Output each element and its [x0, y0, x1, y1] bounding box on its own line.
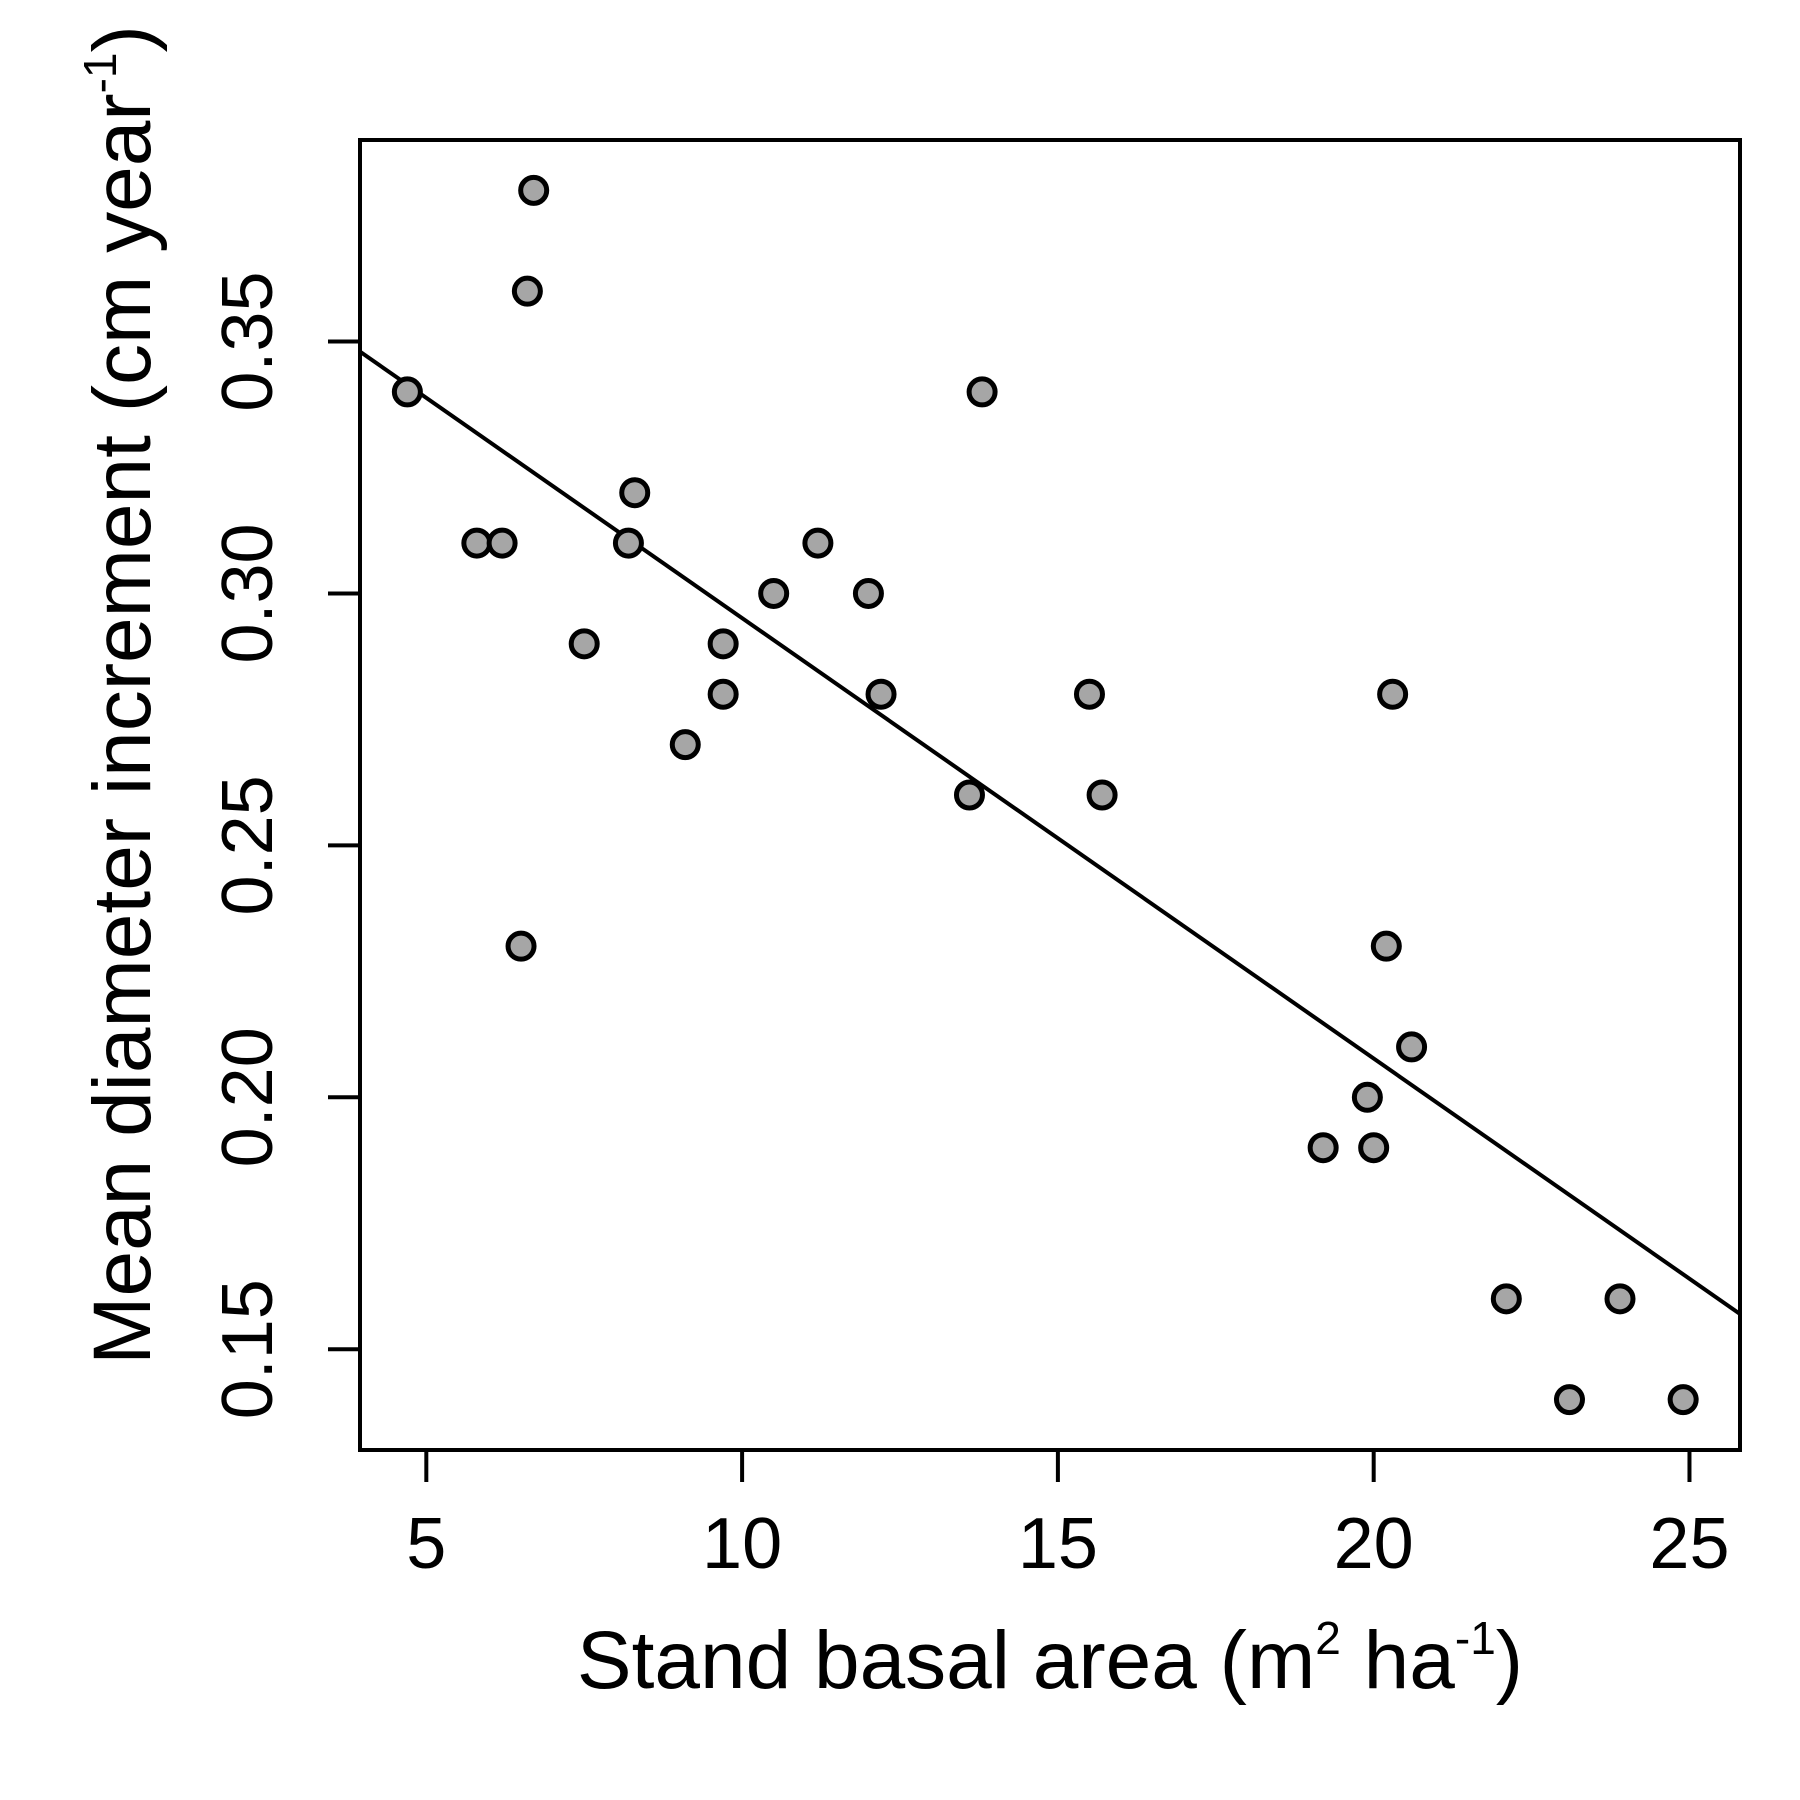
x-tick-label: 15 — [1018, 1504, 1098, 1584]
data-point — [1667, 1384, 1699, 1416]
y-axis-title: Mean diameter increment (cm year-1) — [74, 25, 168, 1365]
data-point — [1553, 1384, 1585, 1416]
data-point — [612, 527, 644, 559]
data-point — [852, 577, 884, 609]
data-point — [1351, 1081, 1383, 1113]
data-point — [1396, 1031, 1428, 1063]
y-tick-label: 0.20 — [208, 1027, 288, 1167]
y-tick-label: 0.35 — [208, 271, 288, 411]
x-axis-title: Stand basal area (m2 ha-1) — [577, 1612, 1523, 1706]
data-point — [1377, 678, 1409, 710]
data-point — [865, 678, 897, 710]
plot-area — [358, 174, 1742, 1416]
x-tick-label: 25 — [1649, 1504, 1729, 1584]
data-point — [1086, 779, 1118, 811]
data-point — [707, 678, 739, 710]
data-point — [1604, 1283, 1636, 1315]
axes: 5 10 15 20 25 0.15 0.20 0.25 0.30 0.35 — [208, 271, 1730, 1584]
data-point — [1358, 1132, 1390, 1164]
data-point — [1073, 678, 1105, 710]
data-point — [1370, 930, 1402, 962]
data-point — [391, 376, 423, 408]
data-point — [758, 577, 790, 609]
x-tick-label: 5 — [406, 1504, 446, 1584]
data-point — [486, 527, 518, 559]
data-point — [619, 477, 651, 509]
plot-frame — [358, 138, 1742, 1452]
x-tick-label: 20 — [1334, 1504, 1414, 1584]
data-point — [518, 174, 550, 206]
regression-line — [358, 349, 1742, 1316]
data-point — [511, 275, 543, 307]
x-tick-label: 10 — [702, 1504, 782, 1584]
data-point — [707, 628, 739, 660]
data-point — [953, 779, 985, 811]
data-point — [1307, 1132, 1339, 1164]
data-point — [669, 729, 701, 761]
y-tick-label: 0.15 — [208, 1279, 288, 1419]
data-point — [1490, 1283, 1522, 1315]
data-point — [802, 527, 834, 559]
data-point — [505, 930, 537, 962]
data-point — [568, 628, 600, 660]
y-tick-label: 0.30 — [208, 523, 288, 663]
data-point — [966, 376, 998, 408]
data-point — [461, 527, 493, 559]
y-tick-label: 0.25 — [208, 775, 288, 915]
